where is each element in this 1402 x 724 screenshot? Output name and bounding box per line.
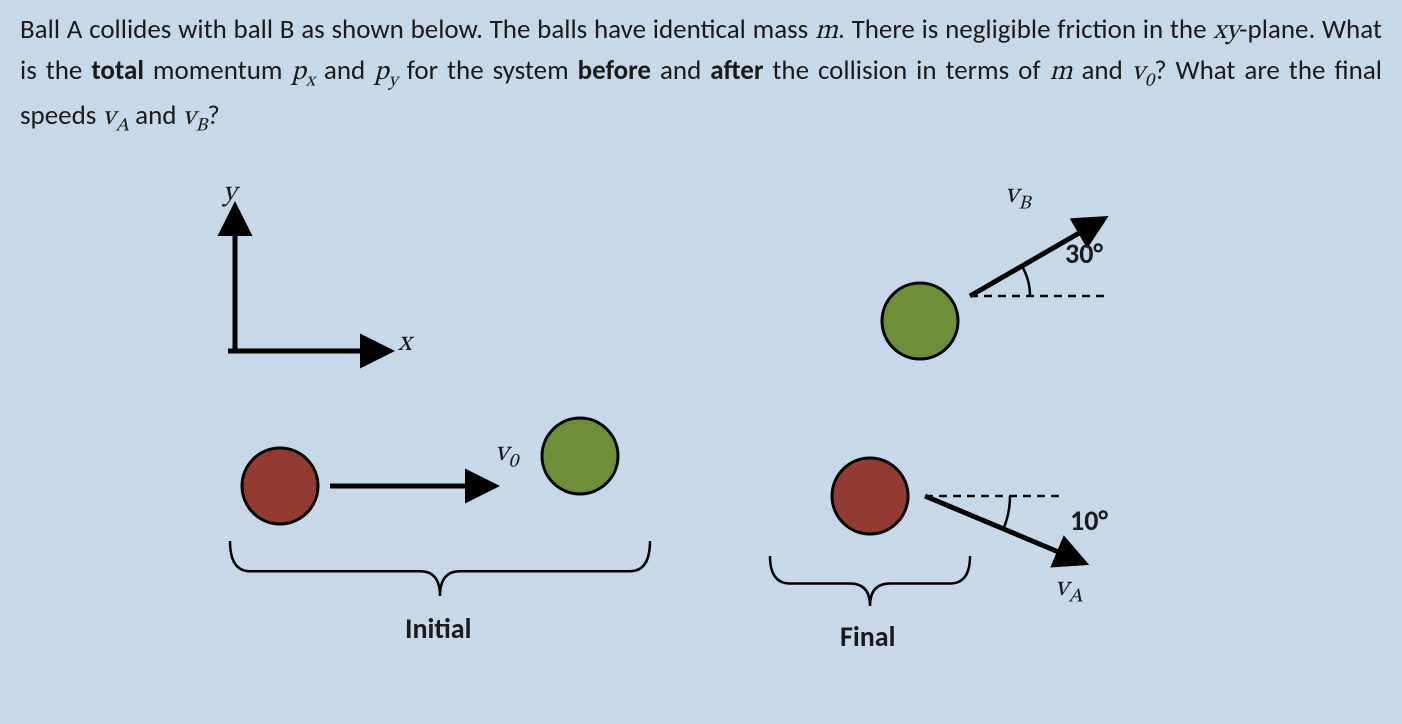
vB-label: vB (1005, 178, 1031, 217)
bold-after: after (710, 54, 763, 87)
text: the (763, 54, 809, 87)
v0-label: v0 (495, 436, 518, 475)
text: and (315, 54, 374, 87)
text: ? (207, 99, 220, 132)
bold-total: total (91, 54, 144, 87)
text: momentum (144, 54, 291, 87)
angle-B-value: 30° (1065, 236, 1103, 271)
bold-before: before (578, 54, 651, 87)
var-px: px (291, 59, 315, 86)
final-label: Final (840, 619, 895, 654)
var-m2: m (1050, 59, 1073, 86)
diagram-svg (0, 141, 1402, 701)
text: Ball A collides with ball B as shown bel… (20, 13, 815, 46)
diagram: y x v0 vB vA 30° 10° Initial Final (0, 141, 1402, 701)
text: friction in the (1057, 13, 1213, 46)
axis-x-label: x (398, 326, 411, 361)
var-vA: vA (102, 104, 129, 131)
var-m: m (815, 18, 838, 45)
initial-label: Initial (405, 611, 471, 646)
text: collision in terms of (818, 54, 1050, 87)
axis-y-label: y (223, 176, 237, 211)
text: and (1073, 54, 1132, 87)
var-xy: xy (1213, 18, 1239, 45)
angle-A-value: 10° (1070, 503, 1108, 538)
problem-statement: Ball A collides with ball B as shown bel… (0, 0, 1402, 141)
text: and (129, 99, 183, 132)
var-v0: v0 (1132, 59, 1154, 86)
text: . There is negligible (838, 13, 1051, 46)
vA-label: vA (1055, 571, 1083, 610)
var-vB: vB (183, 104, 208, 131)
text: for the system (398, 54, 578, 87)
text: and (651, 54, 710, 87)
var-py: py (374, 59, 398, 86)
